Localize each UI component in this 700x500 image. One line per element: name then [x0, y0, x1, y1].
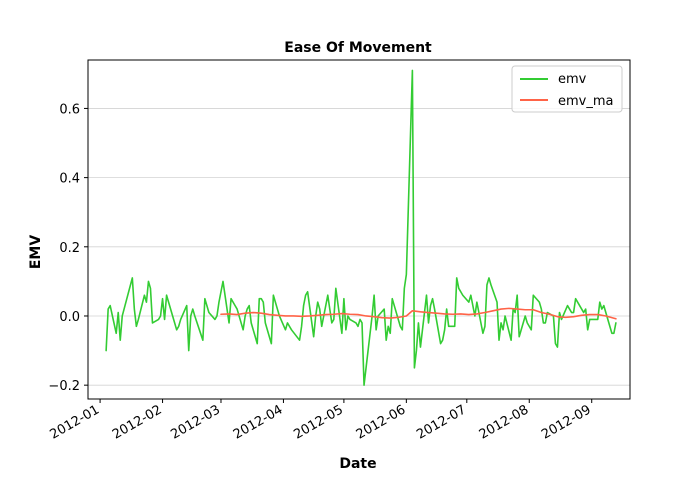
- plot-area-frame: [87, 59, 631, 400]
- legend-label-emv: emv: [558, 72, 587, 87]
- grid-lines: [88, 108, 630, 386]
- series-line-emv-ma: [220, 307, 617, 320]
- y-axis: −0.2 0.0 0.2 0.4 0.6: [48, 102, 88, 394]
- legend: emv emv_ma: [511, 65, 623, 113]
- chart-title: Ease Of Movement: [284, 40, 432, 56]
- y-tick-label: 0.6: [59, 102, 80, 117]
- legend-label-emv-ma: emv_ma: [558, 94, 614, 109]
- y-tick-label: 0.0: [59, 310, 80, 325]
- y-tick-label: −0.2: [48, 379, 80, 394]
- y-tick-label: 0.2: [59, 241, 80, 256]
- series-lines: [105, 69, 617, 386]
- y-tick-label: 0.4: [59, 172, 80, 187]
- y-axis-title: EMV: [28, 235, 44, 269]
- x-axis-title: Date: [339, 456, 376, 472]
- series-line-emv: [105, 69, 617, 386]
